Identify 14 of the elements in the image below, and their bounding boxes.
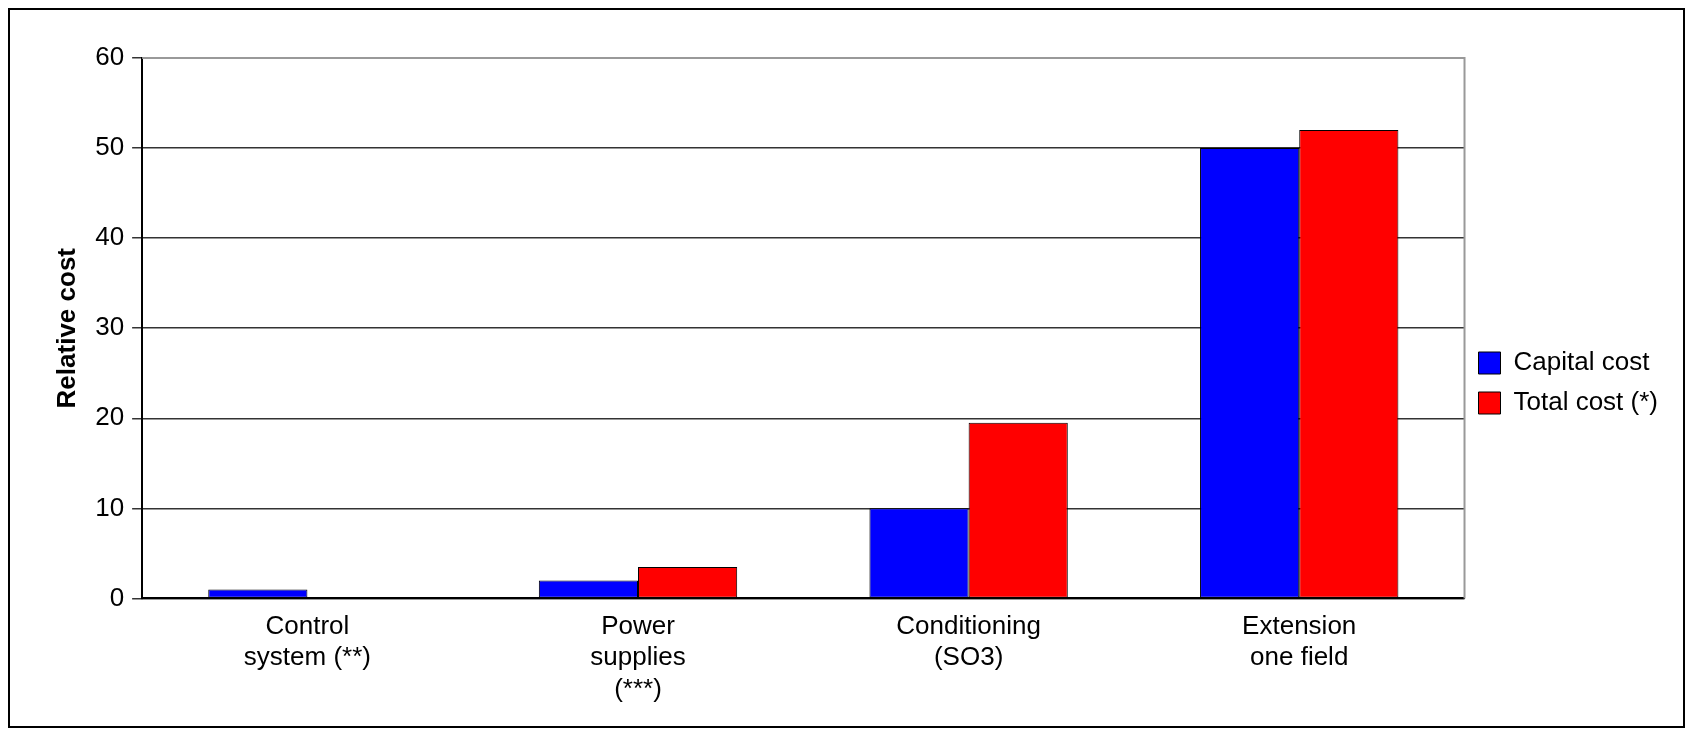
y-tick-label: 50 — [95, 131, 125, 162]
y-axis-title: Relative cost — [50, 247, 81, 409]
x-tick-label: Control system (**) — [243, 610, 371, 672]
x-tick-label: Extension one field — [1242, 610, 1357, 672]
y-tick-label: 60 — [95, 41, 125, 72]
x-tick-label: Power supplies (***) — [590, 610, 686, 703]
y-tick-label: 10 — [95, 491, 125, 522]
x-tick-label: Conditioning (SO3) — [896, 610, 1041, 672]
y-tick-label: 20 — [95, 401, 125, 432]
legend-label: Capital cost — [1513, 346, 1651, 377]
y-tick-label: 30 — [95, 311, 125, 342]
y-tick-label: 0 — [109, 581, 125, 612]
y-tick-label: 40 — [95, 221, 125, 252]
legend-label: Total cost (*) — [1513, 386, 1659, 417]
